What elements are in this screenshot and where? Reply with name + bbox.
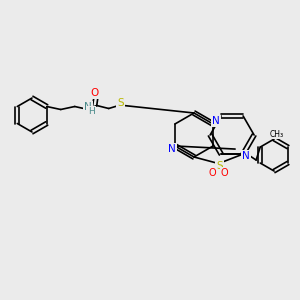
- Text: N: N: [168, 144, 176, 154]
- Text: O: O: [91, 88, 99, 98]
- Text: CH₃: CH₃: [270, 130, 284, 139]
- Text: N: N: [84, 103, 92, 112]
- Text: S: S: [216, 160, 223, 170]
- Text: H: H: [88, 107, 95, 116]
- Text: S: S: [117, 98, 124, 107]
- Text: N: N: [212, 116, 220, 126]
- Text: O: O: [221, 167, 228, 178]
- Text: O: O: [209, 167, 216, 178]
- Text: N: N: [242, 151, 250, 161]
